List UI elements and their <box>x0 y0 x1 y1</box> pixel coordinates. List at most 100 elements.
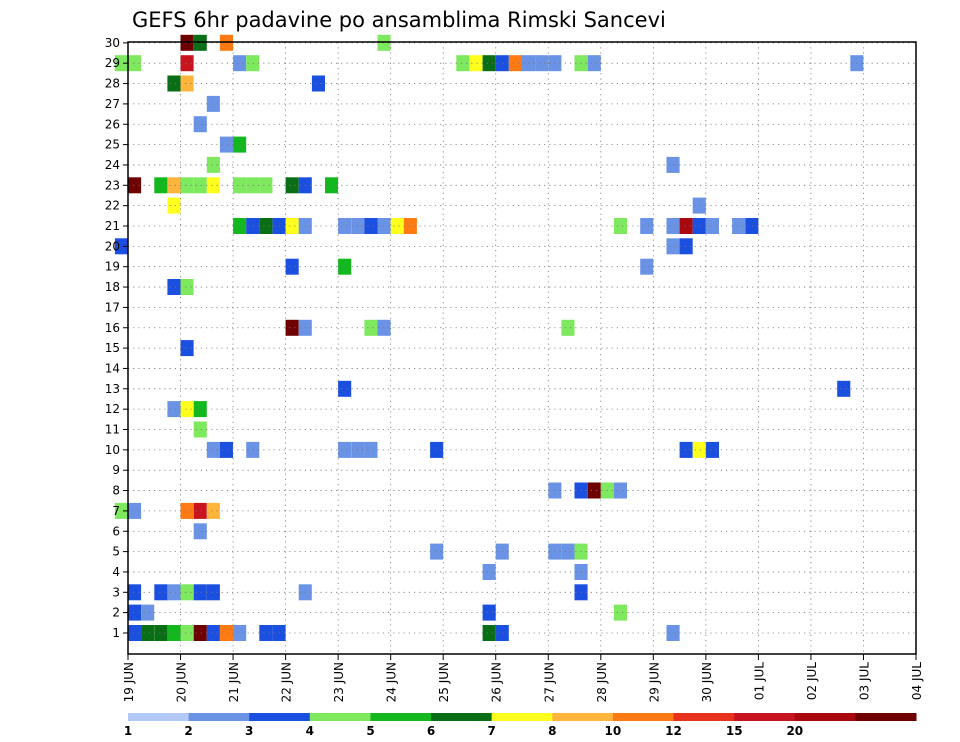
heatmap-cell <box>837 380 851 397</box>
heatmap-cell <box>193 625 207 641</box>
plot-frame <box>127 41 917 655</box>
heatmap-cell <box>666 156 680 173</box>
colorbar-bin <box>431 713 493 721</box>
heatmap-cell <box>338 218 352 234</box>
y-tick-label: 21 <box>105 219 120 233</box>
colorbar-label: 3 <box>245 724 253 738</box>
colorbar-label: 5 <box>366 724 374 738</box>
colorbar-bin <box>552 713 614 721</box>
y-tick-label: 27 <box>105 97 120 111</box>
heatmap-cell <box>613 218 627 234</box>
x-tick-label: 28 JUN <box>595 662 609 702</box>
heatmap-cell <box>141 604 155 621</box>
colorbar-label: 2 <box>184 724 192 738</box>
heatmap-cell <box>206 441 220 458</box>
heatmap-cell <box>338 441 352 458</box>
heatmap-cell <box>180 625 194 641</box>
x-tick-label: 02 JUL <box>805 662 819 700</box>
heatmap-cell <box>285 177 299 194</box>
y-tick-label: 19 <box>105 260 120 274</box>
x-tick-label: 19 JUN <box>122 662 136 702</box>
heatmap-cell <box>128 604 142 621</box>
heatmap-cell <box>193 502 207 519</box>
heatmap-cell <box>640 258 654 275</box>
heatmap-cell <box>193 523 207 540</box>
heatmap-cell <box>732 218 746 234</box>
heatmap-cell <box>128 625 142 641</box>
y-tick-label: 30 <box>105 36 120 50</box>
heatmap-cell <box>180 34 194 51</box>
heatmap-cell <box>219 625 233 641</box>
heatmap-cell <box>193 401 207 418</box>
y-tick-label: 1 <box>112 626 120 640</box>
heatmap-cell <box>154 584 168 601</box>
heatmap-cell <box>482 55 496 72</box>
y-tick-label: 2 <box>112 606 120 620</box>
x-tick-label: 22 JUN <box>280 662 294 702</box>
heatmap-cell <box>219 441 233 458</box>
y-tick-label: 10 <box>105 443 120 457</box>
heatmap-cell <box>206 502 220 519</box>
heatmap-cell <box>482 604 496 621</box>
x-tick-label: 03 JUL <box>857 662 871 700</box>
colorbar-bin <box>309 713 371 721</box>
heatmap-cell <box>180 75 194 92</box>
heatmap-cell <box>233 625 247 641</box>
heatmap-cell <box>377 218 391 234</box>
heatmap-cell <box>128 584 142 601</box>
heatmap-cell <box>692 441 706 458</box>
heatmap-cell <box>469 55 483 72</box>
y-tick-label: 4 <box>112 565 120 579</box>
heatmap-cell <box>745 218 759 234</box>
colorbar-bin <box>734 713 796 721</box>
colorbar-label: 15 <box>726 724 743 738</box>
heatmap-cell <box>193 116 207 133</box>
heatmap-cell <box>705 441 719 458</box>
colorbar-label: 20 <box>786 724 803 738</box>
heatmap-cell <box>167 177 181 194</box>
heatmap-cell <box>206 156 220 173</box>
y-tick-label: 14 <box>105 361 120 375</box>
y-tick-label: 16 <box>105 321 120 335</box>
heatmap-cell <box>246 218 260 234</box>
x-tick-label: 24 JUN <box>385 662 399 702</box>
heatmap-cell <box>154 625 168 641</box>
heatmap-cell <box>167 401 181 418</box>
heatmap-cell <box>233 177 247 194</box>
x-tick-label: 23 JUN <box>332 662 346 702</box>
heatmap-cell <box>259 177 273 194</box>
heatmap-cell <box>180 177 194 194</box>
heatmap-cell <box>206 95 220 112</box>
heatmap-cell <box>246 177 260 194</box>
heatmap-cell <box>338 380 352 397</box>
heatmap-cell <box>364 319 378 336</box>
heatmap-cell <box>495 625 509 641</box>
heatmap-cell <box>285 218 299 234</box>
heatmap-cell <box>666 218 680 234</box>
colorbar-label: 6 <box>427 724 435 738</box>
heatmap-cell <box>430 441 444 458</box>
x-tick-label: 29 JUN <box>647 662 661 702</box>
heatmap-cell <box>167 279 181 295</box>
heatmap-cell <box>180 584 194 601</box>
colorbar-label: 4 <box>306 724 314 738</box>
heatmap-cell <box>114 502 128 519</box>
y-tick-label: 17 <box>105 300 120 314</box>
heatmap-cell <box>692 218 706 234</box>
colorbar-bin <box>855 713 917 721</box>
heatmap-cell <box>508 55 522 72</box>
heatmap-cell <box>154 177 168 194</box>
heatmap-cell <box>206 584 220 601</box>
heatmap-cell <box>219 136 233 153</box>
heatmap-cell <box>180 401 194 418</box>
heatmap-cell <box>679 238 693 255</box>
heatmap-cell <box>666 238 680 255</box>
y-tick-label: 28 <box>105 77 120 91</box>
heatmap-cell <box>692 197 706 214</box>
heatmap-cell <box>285 319 299 336</box>
heatmap-cell <box>587 55 601 72</box>
x-tick-label: 25 JUN <box>437 662 451 702</box>
y-tick-label: 15 <box>105 341 120 355</box>
heatmap-cell <box>233 218 247 234</box>
heatmap-cell <box>180 340 194 357</box>
